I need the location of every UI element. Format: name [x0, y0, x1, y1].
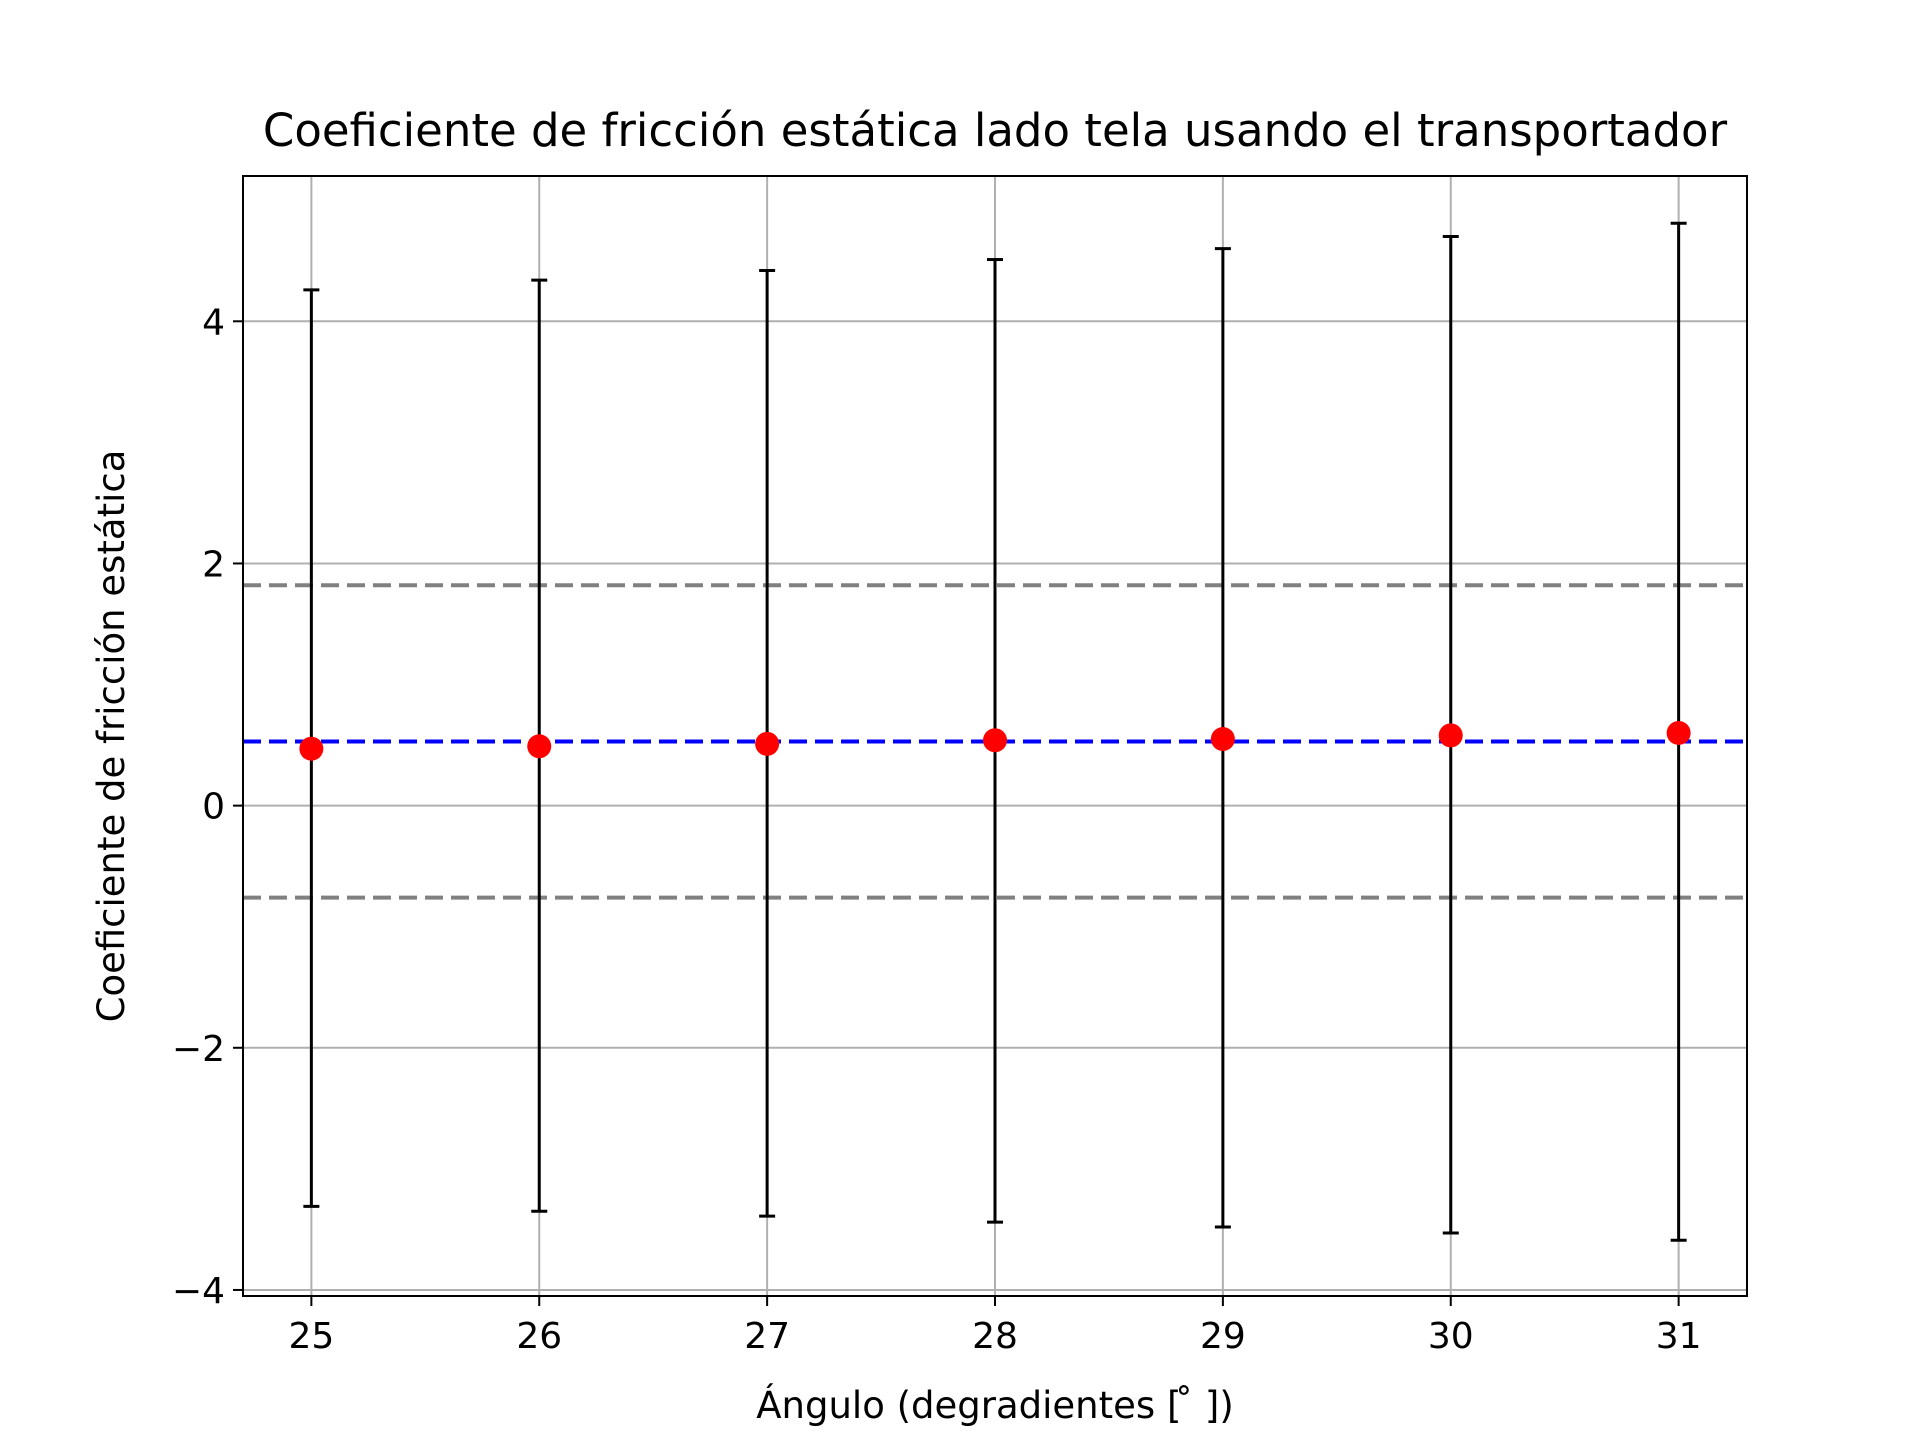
data-points: [299, 720, 1691, 761]
x-tick-label: 25: [288, 1316, 334, 1357]
x-tick-label: 26: [516, 1316, 562, 1357]
data-point: [983, 728, 1007, 753]
y-tick-label: 0: [202, 787, 225, 828]
data-point: [1666, 720, 1691, 745]
y-axis-label: Coeficiente de fricción estática: [90, 450, 133, 1023]
x-tick-label: 27: [744, 1316, 790, 1357]
x-tick-label: 31: [1656, 1316, 1702, 1357]
x-axis-label: Ángulo (degradientes [ ̊ ]): [756, 1383, 1234, 1427]
x-tick-label: 28: [972, 1316, 1018, 1357]
data-point: [1210, 727, 1235, 752]
data-point: [299, 736, 324, 761]
y-tick-label: 2: [202, 544, 225, 585]
x-axis-ticks: 25 26 27 28 29 30 31: [288, 1296, 1702, 1357]
x-tick-label: 29: [1200, 1316, 1246, 1357]
data-point: [1438, 723, 1463, 748]
x-tick-label: 30: [1428, 1316, 1474, 1357]
y-axis-ticks: −4 −2 0 2 4: [172, 302, 243, 1312]
data-point: [527, 734, 552, 759]
y-tick-label: −4: [172, 1271, 225, 1312]
y-tick-label: 4: [202, 302, 225, 343]
chart-title: Coeficiente de fricción estática lado te…: [263, 104, 1728, 157]
data-point: [755, 731, 780, 756]
y-tick-label: −2: [172, 1029, 225, 1070]
reference-lines: [243, 583, 1747, 900]
